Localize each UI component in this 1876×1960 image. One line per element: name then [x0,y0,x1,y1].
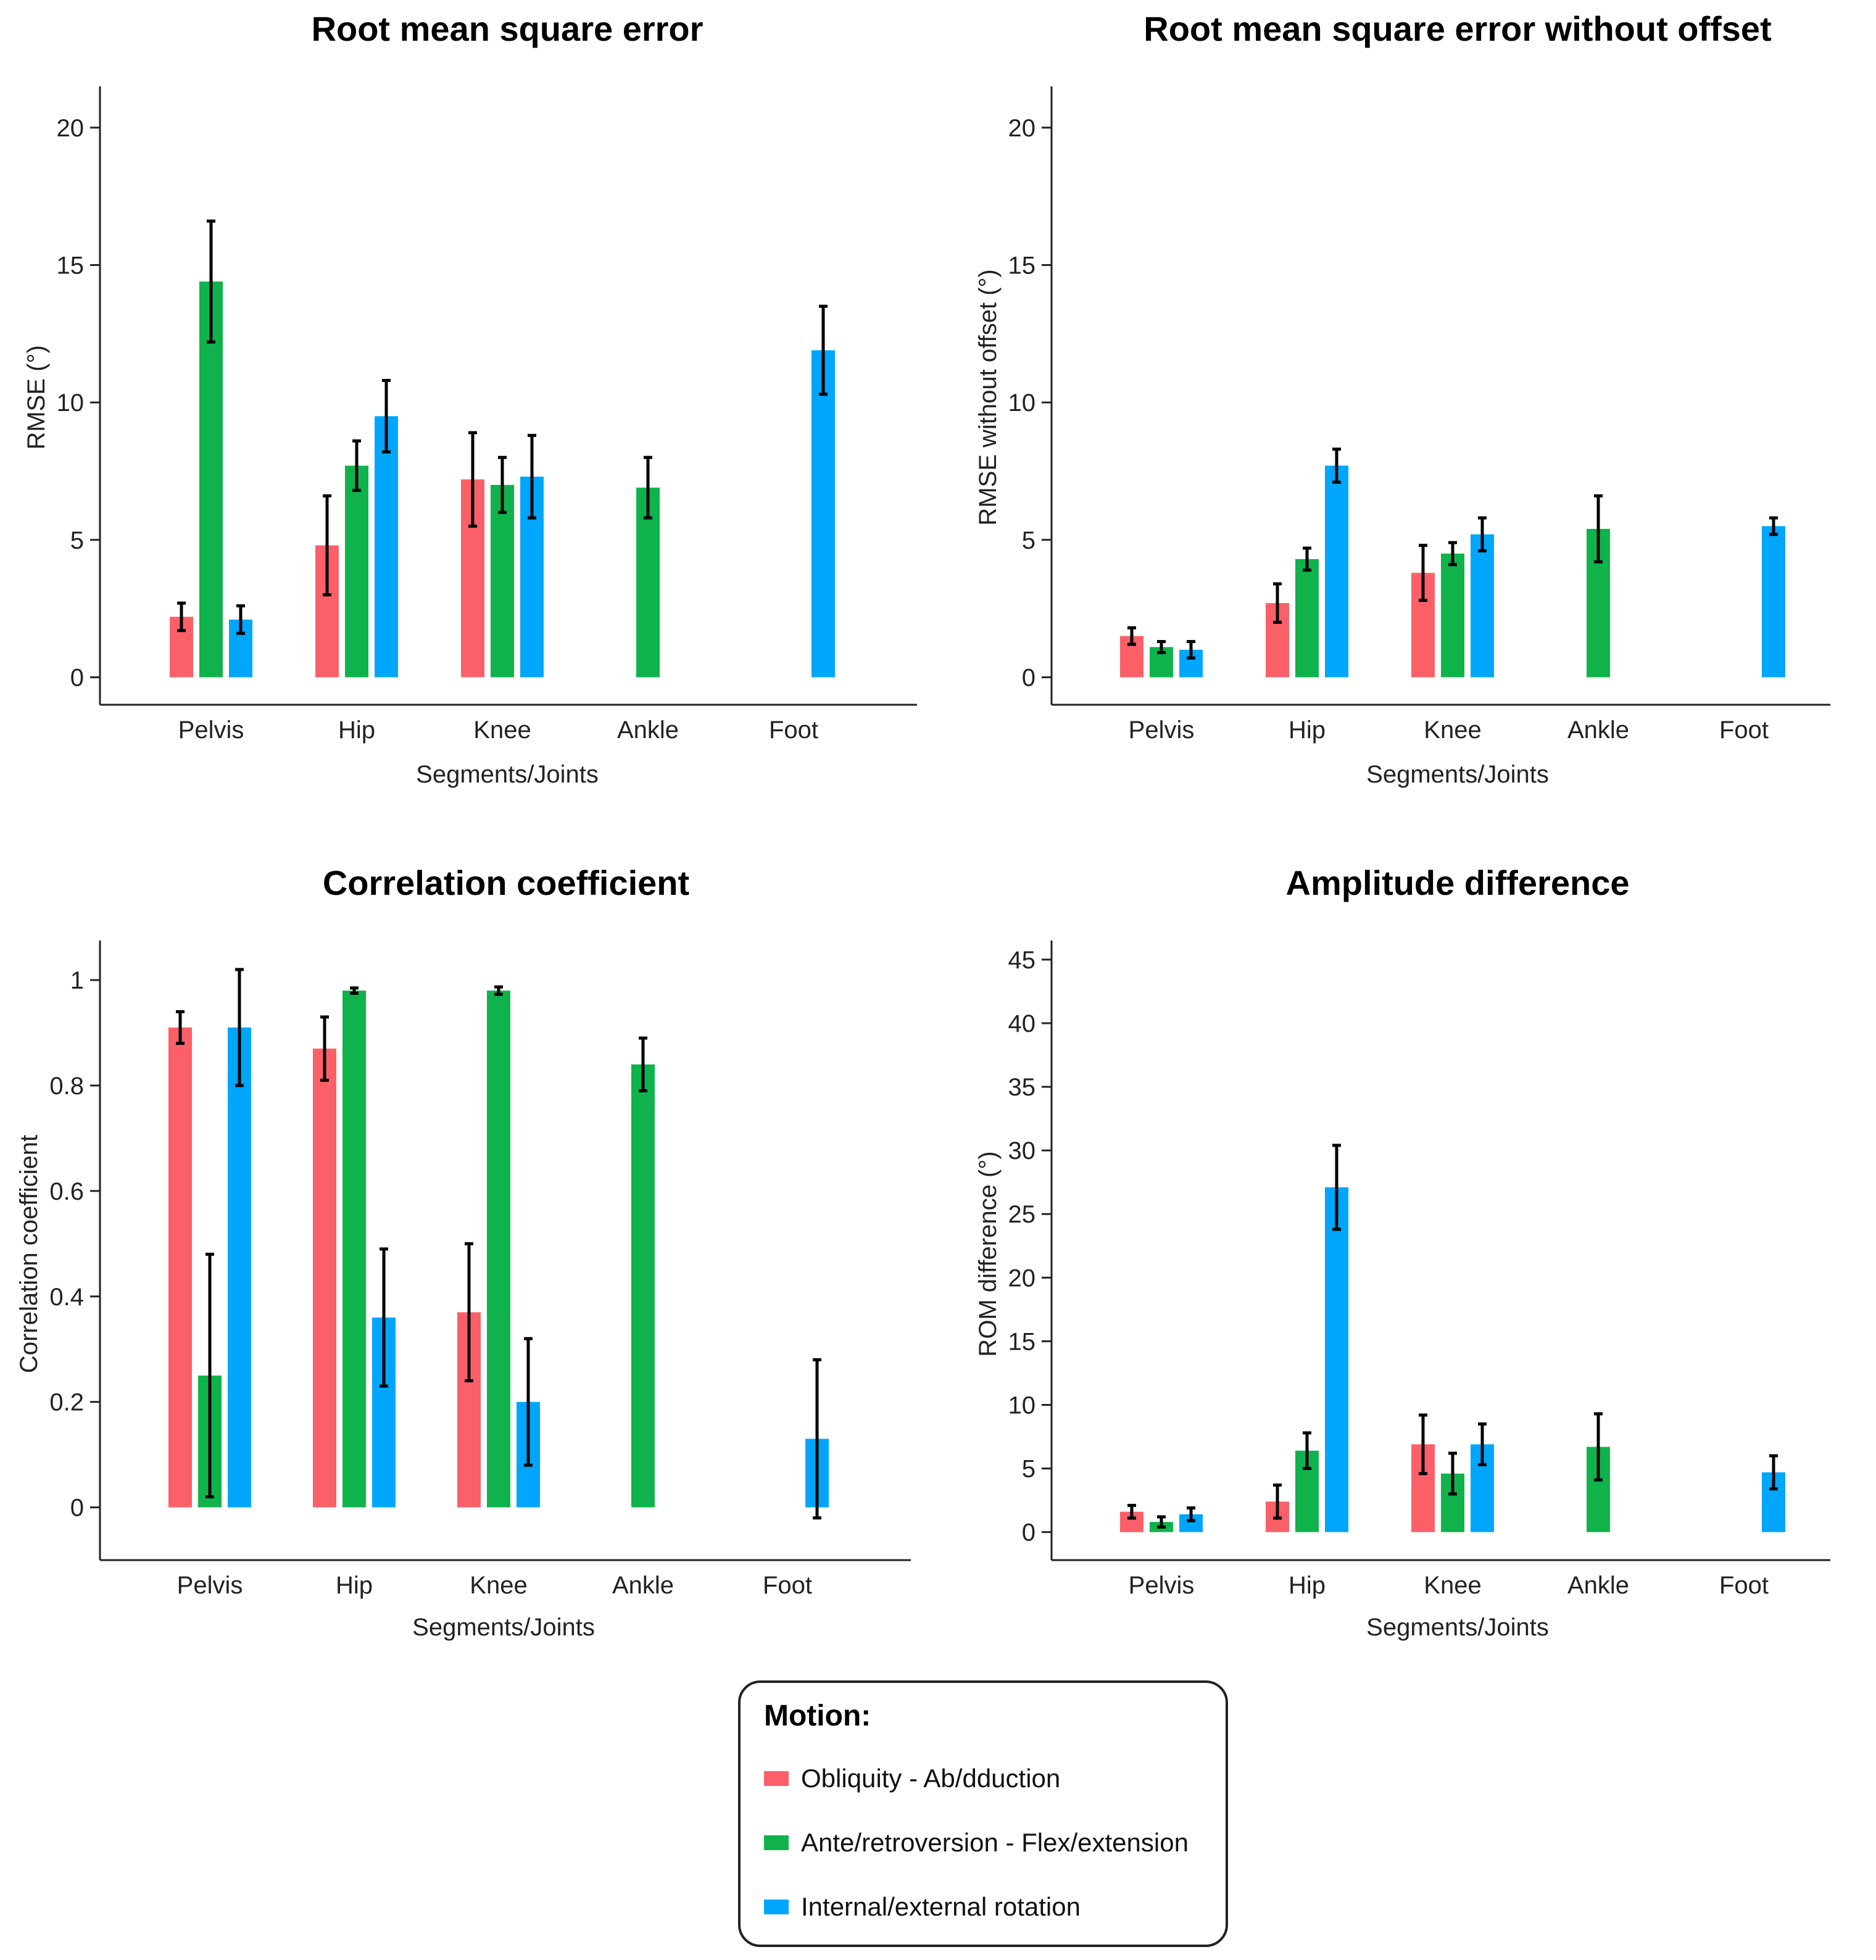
x-tick-label: Knee [470,1572,527,1599]
x-tick-label: Ankle [1567,1572,1629,1599]
y-tick-label: 40 [1008,1010,1036,1037]
y-tick-label: 0 [70,664,84,691]
x-tick-label: Pelvis [1129,1572,1195,1599]
x-axis-label: Segments/Joints [416,761,599,788]
bar [1471,534,1494,678]
y-tick-label: 10 [1008,1392,1036,1419]
y-axis-label: ROM difference (°) [974,1151,1002,1356]
bar [1762,526,1785,678]
x-tick-label: Pelvis [1129,716,1195,744]
plot-area: 0 0.2 0.4 0.6 0.8 1 Pelvis Hip Knee Ankle Foot [49,941,911,1599]
y-tick-label: 0.6 [49,1178,84,1205]
bar [1295,559,1319,678]
x-tick-label: Hip [336,1572,373,1599]
x-tick-label: Ankle [1567,716,1629,744]
y-tick-label: 5 [1022,527,1036,554]
legend: Motion: Obliquity - Ab/dduction Ante/ret… [738,1680,1228,1947]
y-axis-label: RMSE without offset (°) [974,269,1002,525]
bar [491,484,514,678]
plot-area: 0 5 10 15 20 Pelvis Hip Knee Ankle Foot [1008,86,1830,744]
x-tick-label: Knee [1424,716,1481,744]
legend-label: Obliquity - Ab/dduction [801,1764,1060,1793]
chart-title: Root mean square error without offset [1143,9,1771,48]
x-tick-label: Hip [338,716,375,744]
y-tick-label: 5 [1022,1456,1036,1483]
y-tick-label: 0 [1022,1519,1036,1547]
legend-item: Internal/external rotation [764,1892,1081,1921]
bar [631,1064,655,1508]
y-tick-label: 20 [1008,115,1036,142]
y-tick-label: 0.8 [49,1073,84,1100]
bar [1325,1187,1348,1532]
bar [199,281,223,678]
y-tick-label: 10 [57,389,85,417]
x-tick-label: Foot [1719,716,1769,744]
x-tick-label: Hip [1289,1572,1326,1599]
y-tick-label: 0 [1022,664,1036,691]
x-tick-label: Pelvis [178,716,244,744]
y-tick-label: 15 [1008,252,1036,279]
bar [375,416,398,678]
y-tick-label: 20 [57,115,85,142]
y-tick-label: 0.4 [49,1284,84,1311]
x-axis-label: Segments/Joints [1366,761,1549,788]
plot-area: 0 5 10 15 20 25 30 35 40 45 Pelvis Hip Knee Ankle Foot [1008,941,1830,1599]
bar [345,465,368,678]
legend-label: Internal/external rotation [801,1892,1081,1921]
bar [1325,465,1348,678]
y-tick-label: 15 [1008,1328,1036,1355]
legend-swatch [764,1771,789,1786]
y-tick-label: 0 [70,1495,84,1522]
y-tick-label: 1 [70,967,84,994]
legend-box [738,1680,1228,1947]
y-axis-label: Correlation coefficient [15,1135,43,1373]
y-tick-label: 25 [1008,1201,1036,1228]
y-tick-label: 30 [1008,1137,1036,1165]
y-tick-label: 15 [57,252,85,279]
legend-swatch [764,1835,789,1850]
panel-rmse: Root mean square error RMSE (°) Segments… [23,9,917,788]
x-axis-label: Segments/Joints [1366,1614,1549,1641]
y-tick-label: 0.2 [49,1389,84,1416]
x-tick-label: Foot [1719,1572,1769,1599]
legend-item: Ante/retroversion - Flex/extension [764,1828,1189,1857]
panel-rmse-without-offset: Root mean square error without offset RM… [974,9,1830,788]
bar [313,1049,336,1508]
bar [168,1027,192,1508]
y-tick-label: 35 [1008,1074,1036,1101]
y-tick-label: 5 [70,527,84,554]
chart-title: Amplitude difference [1286,863,1630,902]
y-tick-label: 10 [1008,389,1036,417]
x-tick-label: Knee [473,716,531,744]
bar [228,1027,251,1508]
y-tick-label: 20 [1008,1264,1036,1292]
bar [1441,554,1464,678]
x-tick-label: Pelvis [177,1572,243,1599]
panel-correlation: Correlation coefficient Correlation coef… [15,863,911,1641]
plot-area: 0 5 10 15 20 Pelvis Hip Knee Ankle Foot [57,86,917,744]
y-axis-label: RMSE (°) [23,345,50,449]
panel-amplitude: Amplitude difference ROM difference (°) … [974,863,1830,1641]
x-axis-label: Segments/Joints [412,1614,595,1641]
y-tick-label: 45 [1008,947,1036,974]
legend-swatch [764,1900,789,1914]
x-tick-label: Knee [1424,1572,1481,1599]
x-tick-label: Foot [763,1572,812,1599]
bar [342,990,366,1508]
bar [487,990,510,1508]
legend-item: Obliquity - Ab/dduction [764,1764,1060,1793]
x-tick-label: Hip [1289,716,1326,744]
bar [811,350,835,678]
legend-title: Motion: [764,1700,871,1732]
x-tick-label: Foot [769,716,818,744]
x-tick-label: Ankle [617,716,679,744]
legend-label: Ante/retroversion - Flex/extension [801,1828,1189,1857]
chart-title: Root mean square error [312,9,704,48]
x-tick-label: Ankle [612,1572,674,1599]
chart-title: Correlation coefficient [323,863,689,902]
